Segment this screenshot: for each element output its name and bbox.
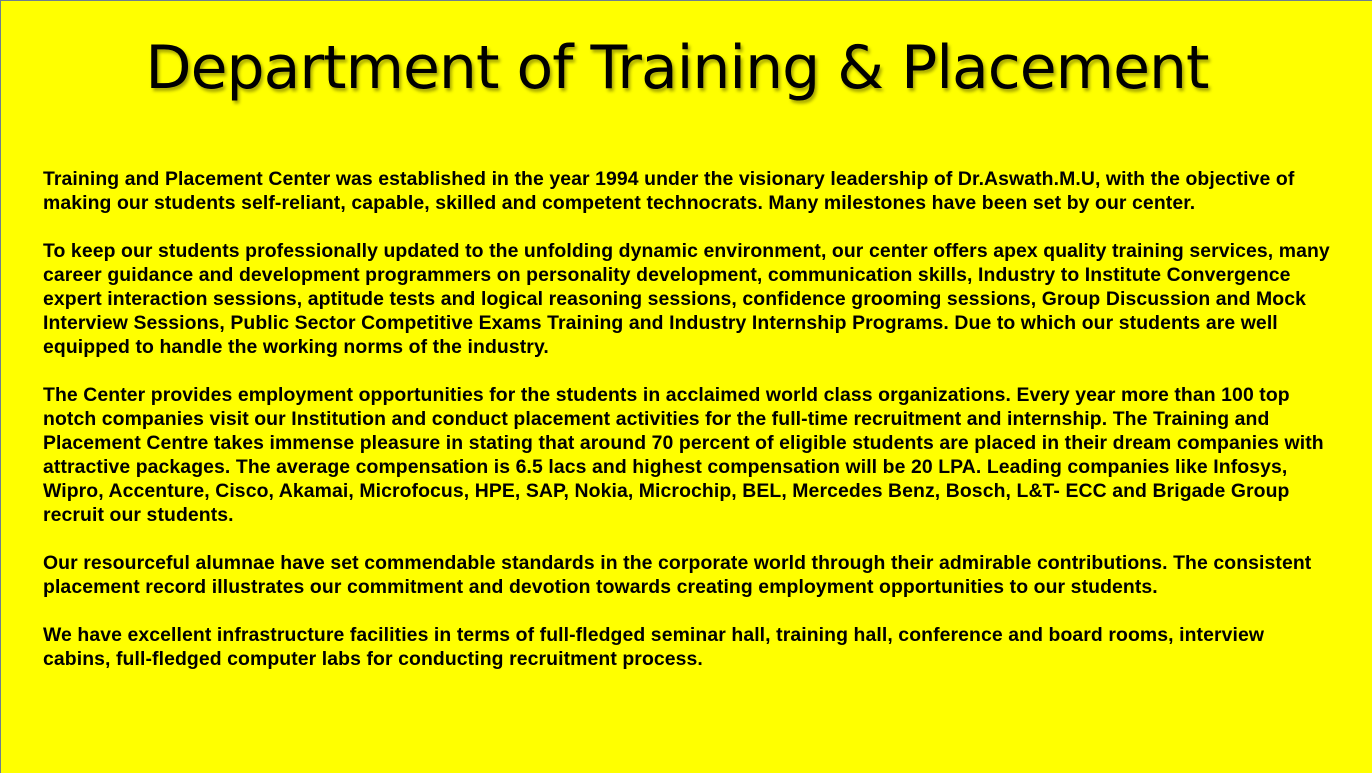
slide-body: Training and Placement Center was establ… — [43, 167, 1333, 671]
paragraph-establishment: Training and Placement Center was establ… — [43, 168, 1295, 214]
slide-title: Department of Training & Placement — [145, 33, 1209, 103]
paragraph-alumnae: Our resourceful alumnae have set commend… — [43, 552, 1312, 598]
paragraph-infrastructure: We have excellent infrastructure facilit… — [43, 624, 1265, 670]
paragraph-placement-opportunities: The Center provides employment opportuni… — [43, 384, 1324, 526]
paragraph-training-services: To keep our students professionally upda… — [43, 240, 1330, 358]
